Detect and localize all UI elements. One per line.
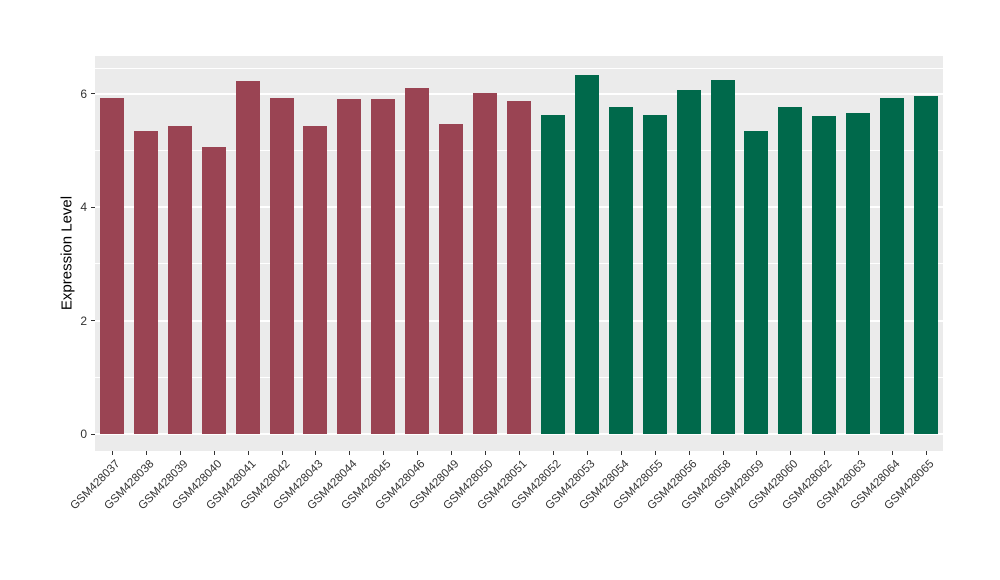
x-tick-mark [111, 451, 113, 455]
x-tick-mark [892, 451, 894, 455]
bar-GSM428045 [371, 99, 396, 434]
x-tick-mark [179, 451, 181, 455]
bar-GSM428056 [676, 90, 701, 434]
x-tick-mark [756, 451, 758, 455]
major-gridline [95, 92, 943, 95]
x-tick-mark [213, 451, 215, 455]
y-tick-label: 0 [80, 427, 87, 441]
bar-GSM428039 [167, 126, 192, 434]
bar-GSM428058 [710, 79, 735, 434]
bar-GSM428051 [507, 101, 531, 434]
bar-GSM428038 [133, 130, 158, 434]
x-tick-mark [315, 451, 317, 455]
bar-GSM428042 [269, 98, 294, 434]
bar-GSM428054 [608, 107, 633, 434]
x-tick-mark [281, 451, 283, 455]
plot-panel [95, 56, 943, 451]
x-tick-mark [586, 451, 588, 455]
y-tick-mark [91, 93, 95, 95]
x-tick-mark [688, 451, 690, 455]
bar-GSM428041 [235, 81, 260, 434]
bar-GSM428046 [405, 87, 430, 434]
y-tick-label: 4 [80, 200, 87, 215]
y-tick-label: 6 [80, 86, 87, 101]
x-tick-mark [247, 451, 249, 455]
bar-GSM428053 [574, 74, 599, 434]
major-gridline [95, 433, 943, 435]
x-tick-mark [926, 451, 928, 455]
x-tick-mark [654, 451, 656, 455]
bar-GSM428043 [303, 125, 328, 434]
bar-GSM428062 [812, 116, 837, 434]
y-tick-mark [91, 320, 95, 322]
bar-GSM428055 [642, 115, 667, 434]
y-tick-mark [91, 433, 95, 435]
x-tick-mark [519, 451, 520, 455]
x-tick-mark [620, 451, 622, 455]
bar-GSM428065 [914, 95, 939, 434]
x-tick-mark [145, 451, 147, 455]
bar-GSM428037 [99, 98, 124, 434]
y-tick-label: 2 [80, 313, 87, 328]
x-tick-mark [349, 451, 351, 455]
bar-GSM428063 [846, 112, 871, 434]
x-tick-mark [722, 451, 724, 455]
minor-gridline [95, 67, 943, 69]
bar-GSM428052 [540, 115, 565, 434]
bar-GSM428049 [439, 124, 464, 434]
x-tick-mark [383, 451, 385, 455]
x-tick-mark [824, 451, 826, 455]
bar-GSM428040 [201, 146, 226, 434]
bar-GSM428050 [473, 92, 498, 434]
bar-GSM428060 [778, 107, 803, 434]
x-tick-mark [858, 451, 860, 455]
x-tick-mark [552, 451, 554, 455]
x-tick-mark [485, 451, 487, 455]
x-tick-mark [451, 451, 453, 455]
bar-GSM428059 [744, 131, 769, 434]
x-tick-mark [417, 451, 419, 455]
bar-GSM428064 [880, 98, 905, 434]
x-tick-mark [790, 451, 792, 455]
bar-GSM428044 [337, 99, 362, 434]
y-tick-mark [91, 206, 95, 208]
